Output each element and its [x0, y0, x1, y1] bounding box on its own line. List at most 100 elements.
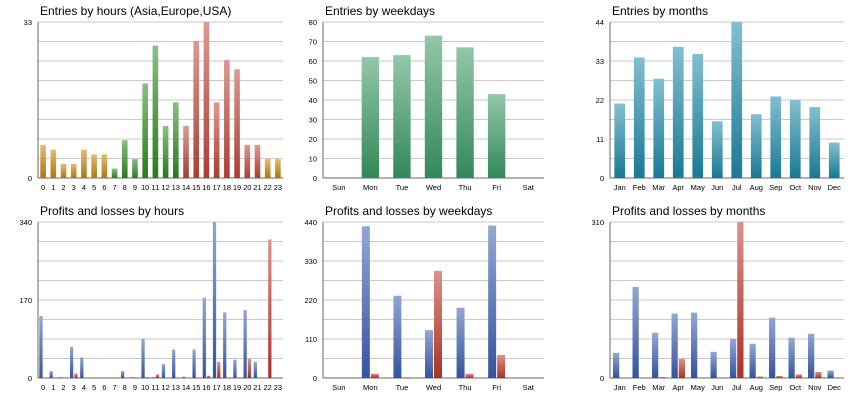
profit-bar: [59, 377, 64, 378]
entry-bar: [70, 163, 77, 178]
loss-bar: [206, 375, 211, 378]
loss-bar: [737, 222, 744, 378]
x-tick-label: 10: [141, 383, 149, 392]
profit-bar: [121, 371, 125, 378]
profit-bar: [182, 376, 186, 378]
loss-bar: [145, 377, 149, 378]
profit-bar: [632, 286, 639, 378]
x-tick-label: 9: [133, 183, 137, 192]
x-tick-label: Jan: [614, 383, 626, 392]
x-tick-label: Sun: [332, 383, 345, 392]
x-tick-label: 12: [161, 183, 169, 192]
profit-bar: [172, 349, 176, 378]
y-tick-label: 0: [28, 374, 32, 383]
profit-bar: [131, 377, 135, 378]
y-tick-label: 22: [596, 96, 604, 105]
profit-bar: [243, 310, 247, 378]
entries-by-months-chart: Entries by months 0 11 22 33 44 Jan Feb Mar Apr Ma…: [574, 0, 860, 200]
entry-bar: [672, 46, 684, 179]
profit-bar: [192, 349, 196, 378]
x-tick-label: 14: [182, 383, 190, 392]
y-tick-label: 80: [309, 18, 317, 27]
profit-bar: [69, 346, 74, 378]
profit-bar: [671, 313, 678, 378]
y-tick-label: 20: [309, 135, 317, 144]
entry-bar: [828, 142, 840, 178]
profit-bar: [202, 297, 206, 378]
profit-bar: [749, 343, 756, 378]
pl-by-months-chart: Profits and losses by months 0 310 Jan Feb Ma…: [574, 200, 860, 400]
x-tick-label: Tue: [396, 183, 409, 192]
entry-bar: [731, 22, 743, 178]
entry-bar: [152, 45, 159, 178]
x-tick-label: 11: [151, 183, 159, 192]
entry-bar: [789, 100, 801, 178]
x-tick-label: 5: [92, 183, 96, 192]
chart-svg: Profits and losses by weekdays 0 110 220 330…: [304, 204, 544, 392]
profit-bar: [49, 371, 53, 378]
profit-bar: [788, 337, 795, 378]
loss-bar: [217, 361, 221, 378]
loss-bar: [776, 375, 783, 378]
profit-bar: [151, 377, 155, 378]
x-tick-label: Feb: [633, 183, 646, 192]
x-tick-label: 23: [274, 183, 282, 192]
x-tick-label: Jan: [614, 183, 626, 192]
entry-bar: [487, 94, 506, 178]
x-tick-label: Sep: [769, 183, 782, 192]
chart-title: Profits and losses by hours: [40, 204, 184, 218]
profit-bar: [730, 338, 737, 378]
x-tick-label: 9: [133, 383, 137, 392]
y-tick-label: 70: [309, 38, 317, 47]
entry-bar: [770, 96, 782, 178]
x-tick-label: 21: [253, 183, 261, 192]
x-tick-label: Thu: [459, 383, 472, 392]
entries-by-hours-chart: Entries by hours (Asia,Europe,USA) 0 33 0 1 2…: [0, 0, 287, 200]
x-tick-label: Sat: [523, 183, 535, 192]
entry-bar: [750, 114, 762, 178]
x-tick-label: Feb: [633, 383, 646, 392]
entry-bar: [213, 102, 220, 178]
entries-by-weekdays-chart: Entries by weekdays 0 10 20 30 40 50 60 70 80 Sun M…: [287, 0, 574, 200]
x-tick-label: 19: [233, 383, 241, 392]
x-tick-label: 15: [192, 183, 200, 192]
x-tick-label: 0: [41, 383, 45, 392]
y-tick-label: 170: [19, 296, 32, 305]
x-tick-label: 18: [223, 383, 231, 392]
x-tick-label: Fri: [492, 383, 501, 392]
y-tick-label: 30: [309, 116, 317, 125]
x-tick-label: 11: [151, 383, 159, 392]
x-tick-label: Tue: [396, 383, 409, 392]
entry-bar: [711, 121, 723, 178]
x-tick-label: Nov: [808, 183, 822, 192]
x-tick-label: Wed: [426, 183, 441, 192]
entry-bar: [81, 149, 87, 178]
x-tick-label: 19: [233, 183, 241, 192]
entry-bar: [244, 144, 251, 178]
x-tick-label: Fri: [492, 183, 501, 192]
entry-bar: [361, 57, 380, 178]
x-tick-label: 2: [61, 383, 65, 392]
x-tick-label: Jun: [711, 383, 723, 392]
y-tick-label: 310: [591, 218, 604, 227]
y-tick-label: 220: [304, 296, 317, 305]
profit-bar: [710, 351, 717, 378]
entry-bar: [193, 40, 200, 179]
chart-svg: Entries by months 0 11 22 33 44 Jan Feb Mar Apr Ma…: [596, 4, 844, 192]
chart-title: Entries by months: [612, 4, 708, 18]
profit-bar: [253, 361, 257, 378]
x-tick-label: 12: [161, 383, 169, 392]
x-tick-label: 1: [51, 383, 55, 392]
x-tick-label: 2: [61, 183, 65, 192]
x-tick-label: Oct: [789, 383, 802, 392]
entry-bar: [614, 103, 626, 178]
entry-bar: [254, 144, 261, 178]
x-tick-label: 4: [82, 183, 86, 192]
x-tick-label: 16: [202, 183, 210, 192]
profit-bar: [652, 332, 659, 378]
x-tick-label: Sun: [332, 183, 345, 192]
y-tick-label: 0: [600, 174, 604, 183]
x-tick-label: Nov: [808, 383, 822, 392]
x-tick-label: May: [691, 183, 705, 192]
